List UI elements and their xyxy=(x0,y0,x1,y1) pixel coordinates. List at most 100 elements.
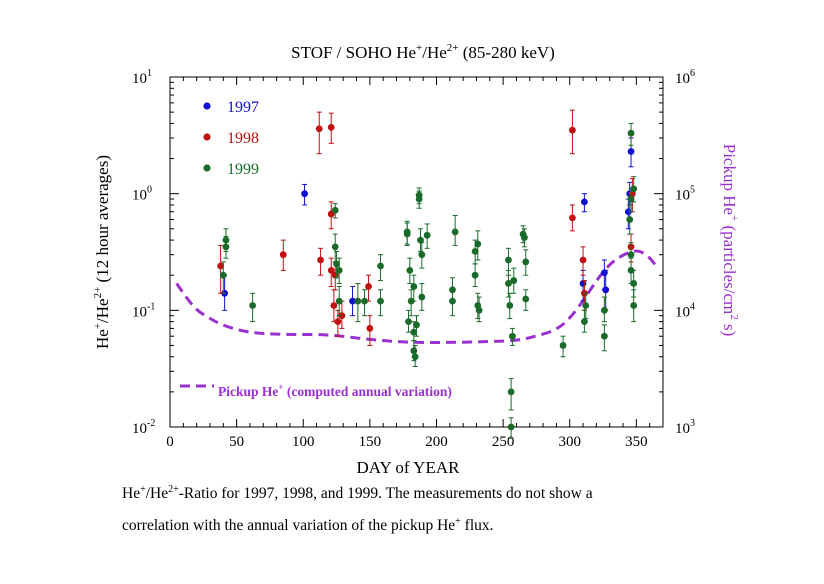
data-point-1999 xyxy=(474,240,482,248)
data-point-1999 xyxy=(410,328,418,336)
data-point-1998 xyxy=(217,262,225,270)
data-point-1999 xyxy=(627,195,635,203)
data-point-1998 xyxy=(365,283,372,290)
data-point-1999 xyxy=(354,297,362,305)
data-point-1999 xyxy=(406,266,414,274)
legend-label-1997: 1997 xyxy=(227,99,259,116)
legend-marker-1998 xyxy=(203,133,211,141)
data-point-1999 xyxy=(627,266,635,274)
data-point-1999 xyxy=(377,262,384,270)
data-point-1999 xyxy=(580,318,588,326)
y-axis-label-left: He+/He2+ (12 hour averages) xyxy=(92,155,112,349)
data-point-1999 xyxy=(507,423,515,431)
x-tick-label: 100 xyxy=(292,434,315,450)
data-points xyxy=(217,109,638,439)
data-point-1998 xyxy=(327,123,335,131)
x-tick-label: 150 xyxy=(359,434,382,450)
data-point-1998 xyxy=(579,256,587,264)
data-point-1998 xyxy=(317,256,324,264)
plot-frame xyxy=(169,76,664,428)
data-point-1998 xyxy=(315,125,323,133)
data-point-1999 xyxy=(630,185,638,193)
data-point-1999 xyxy=(522,295,530,303)
data-point-1999 xyxy=(521,234,528,242)
pickup-curve xyxy=(175,249,658,345)
data-point-1999 xyxy=(506,302,514,309)
y-right-tick-label: 104 xyxy=(675,301,695,320)
data-point-1999 xyxy=(249,302,257,309)
data-point-1999 xyxy=(410,283,418,290)
y-axis-label-right: Pickup He+ (particles/cm2 s) xyxy=(720,144,740,337)
legend: 1997 1998 1999 xyxy=(203,99,259,178)
data-point-1999 xyxy=(222,236,230,244)
data-point-1999 xyxy=(471,247,479,255)
data-point-1998 xyxy=(330,302,338,309)
data-point-1999 xyxy=(505,256,512,264)
data-point-1997 xyxy=(579,280,587,287)
data-point-1999 xyxy=(630,302,638,309)
legend-label-1998: 1998 xyxy=(227,130,259,147)
data-point-1999 xyxy=(582,302,590,309)
caption-line-1: He+/He2+-Ratio for 1997, 1998, and 1999.… xyxy=(122,484,593,503)
data-point-1999 xyxy=(418,293,426,301)
data-point-1999 xyxy=(418,251,426,259)
annotation-text: Pickup He+ (computed annual variation) xyxy=(218,382,452,399)
y-left-tick-label: 10-1 xyxy=(132,301,155,320)
data-point-1997 xyxy=(580,198,588,206)
data-point-1999 xyxy=(335,297,343,305)
data-point-1999 xyxy=(475,306,483,314)
legend-label-1999: 1999 xyxy=(227,161,259,178)
data-point-1997 xyxy=(627,148,635,155)
data-point-1999 xyxy=(600,306,608,314)
data-point-1999 xyxy=(407,297,415,305)
x-tick-label: 300 xyxy=(558,434,581,450)
data-point-1999 xyxy=(600,332,608,340)
data-point-1999 xyxy=(417,236,424,244)
data-point-1997 xyxy=(301,190,308,198)
data-point-1999 xyxy=(331,243,339,251)
data-point-1999 xyxy=(361,297,368,305)
data-point-1999 xyxy=(423,231,431,239)
data-point-1997 xyxy=(602,286,610,294)
data-point-1999 xyxy=(335,266,343,274)
data-point-1997 xyxy=(349,297,356,305)
data-point-1999 xyxy=(411,353,419,361)
x-tick-label: 0 xyxy=(166,434,174,450)
x-tick-label: 350 xyxy=(625,434,648,450)
caption-line-2: correlation with the annual variation of… xyxy=(122,516,494,535)
data-point-1999 xyxy=(333,260,340,268)
data-point-1998 xyxy=(366,325,374,332)
data-point-1999 xyxy=(219,271,227,279)
y-left-tick-label: 10-2 xyxy=(132,418,155,437)
data-point-1999 xyxy=(451,228,459,236)
y-right-tick-label: 105 xyxy=(675,185,695,204)
data-point-1999 xyxy=(522,258,530,266)
y-right-tick-label: 106 xyxy=(675,68,695,87)
data-point-1998 xyxy=(327,266,335,274)
data-point-1998 xyxy=(279,251,287,259)
data-point-1999 xyxy=(627,251,635,259)
axis-ticks xyxy=(169,76,663,428)
data-point-1999 xyxy=(507,388,515,396)
data-point-1999 xyxy=(627,129,635,137)
data-point-1998 xyxy=(568,214,576,222)
data-point-1999 xyxy=(410,347,418,355)
data-point-1999 xyxy=(510,277,518,284)
data-point-1999 xyxy=(403,230,411,238)
data-point-1999 xyxy=(509,332,516,340)
legend-marker-1997 xyxy=(203,102,211,110)
data-point-1999 xyxy=(505,280,512,287)
data-point-1998 xyxy=(334,318,342,326)
data-point-1999 xyxy=(471,271,479,279)
data-point-1999 xyxy=(630,280,638,287)
data-point-1999 xyxy=(377,297,384,305)
data-point-1999 xyxy=(405,318,412,326)
data-point-1998 xyxy=(568,126,576,134)
data-point-1999 xyxy=(626,216,634,223)
data-point-1999 xyxy=(559,342,567,349)
legend-marker-1999 xyxy=(203,164,211,172)
x-tick-label: 50 xyxy=(229,434,244,450)
data-point-1999 xyxy=(331,206,339,214)
